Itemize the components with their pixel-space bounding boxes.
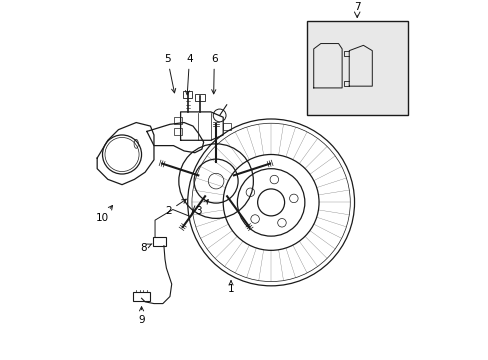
Bar	[173, 128, 182, 135]
Bar	[183, 91, 192, 98]
Text: 8: 8	[140, 243, 152, 253]
Text: 10: 10	[96, 206, 112, 224]
Text: 5: 5	[164, 54, 175, 93]
Text: 6: 6	[211, 54, 217, 94]
Text: 9: 9	[138, 307, 144, 325]
Text: 3: 3	[195, 200, 208, 216]
Bar	[153, 237, 165, 246]
Text: 2: 2	[164, 199, 186, 216]
Bar	[173, 117, 182, 124]
Bar	[223, 122, 230, 130]
Bar	[194, 94, 205, 101]
Text: 4: 4	[185, 54, 192, 95]
Text: 7: 7	[353, 2, 360, 12]
Bar	[306, 21, 407, 116]
Text: 1: 1	[227, 281, 234, 294]
